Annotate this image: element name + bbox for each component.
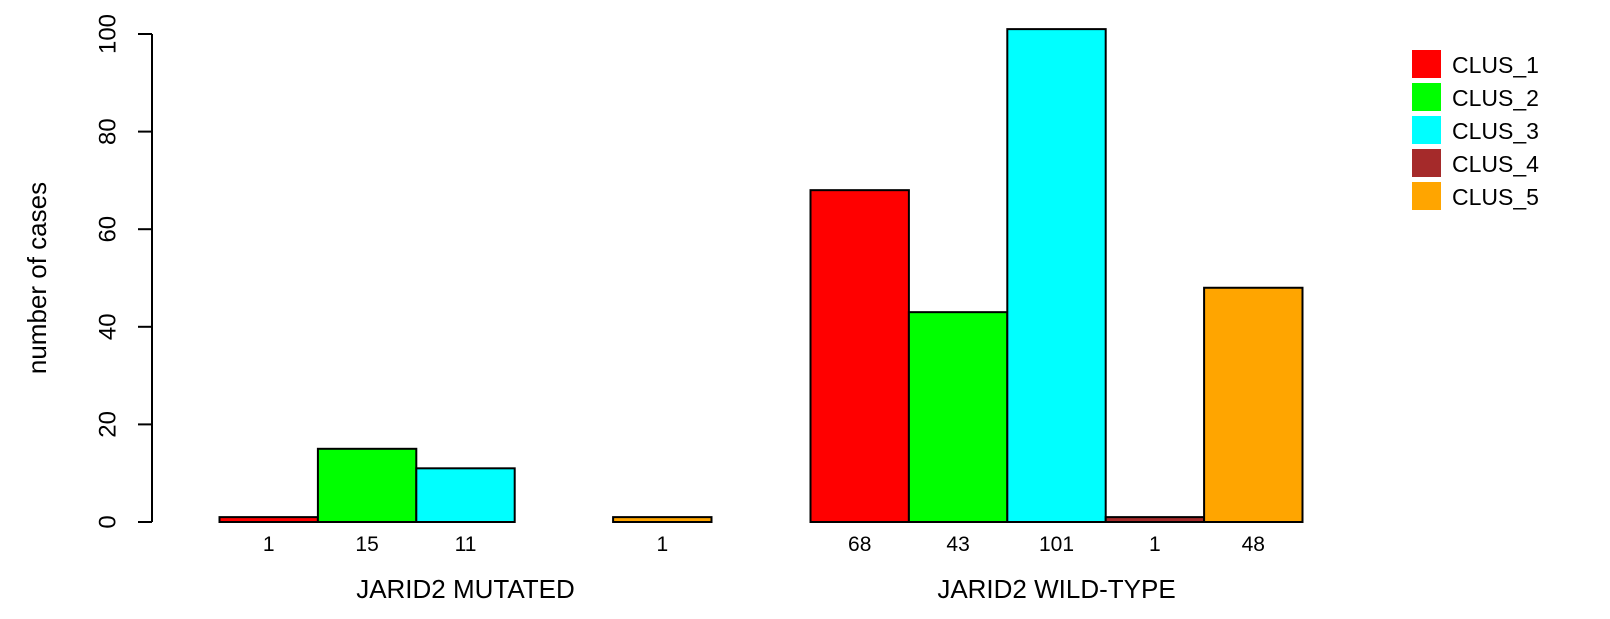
bar-value-label: 68 <box>848 533 871 556</box>
legend-swatch <box>1412 83 1441 111</box>
bar-value-label: 15 <box>355 533 378 556</box>
legend-label: CLUS_2 <box>1452 85 1539 111</box>
bar-value-label: 43 <box>946 533 969 556</box>
legend-label: CLUS_3 <box>1452 118 1539 144</box>
bar <box>612 516 713 523</box>
group-labels: JARID2 MUTATED JARID2 WILD-TYPE <box>356 574 1175 604</box>
bar <box>415 467 516 524</box>
bar-value-label: 1 <box>1149 533 1161 556</box>
bar-value-label: 1 <box>656 533 668 556</box>
bar <box>218 516 319 523</box>
y-tick-label: 100 <box>95 14 122 54</box>
legend-label: CLUS_5 <box>1452 184 1539 210</box>
bar-value-label: 101 <box>1039 533 1074 556</box>
legend-swatch <box>1412 182 1441 210</box>
bar <box>1203 286 1304 524</box>
group-label: JARID2 WILD-TYPE <box>937 574 1175 604</box>
group-label: JARID2 MUTATED <box>356 574 575 604</box>
value-labels: 1 15 11 1 68 43 101 1 48 <box>263 533 1265 556</box>
bar <box>809 189 910 523</box>
bar <box>1006 28 1107 524</box>
y-tick-label: 20 <box>95 411 122 438</box>
legend-label: CLUS_4 <box>1452 151 1539 177</box>
legend: CLUS_1 CLUS_2 CLUS_3 CLUS_4 CLUS_5 <box>1412 50 1539 210</box>
bar-value-label: 1 <box>263 533 275 556</box>
legend-swatch <box>1412 116 1441 144</box>
y-tick-label: 40 <box>95 313 122 340</box>
bar-value-label: 11 <box>455 533 477 556</box>
bar <box>316 447 418 523</box>
y-axis: 0 20 40 60 80 100 <box>95 14 153 529</box>
bar <box>907 311 1009 523</box>
bars <box>218 28 1304 524</box>
bar <box>1104 516 1206 523</box>
legend-swatch <box>1412 149 1441 177</box>
y-tick-label: 0 <box>95 515 122 528</box>
legend-label: CLUS_1 <box>1452 52 1539 78</box>
legend-swatch <box>1412 50 1441 78</box>
bar-value-label: 48 <box>1242 533 1265 556</box>
y-axis-title: number of cases <box>22 182 52 374</box>
y-tick-label: 80 <box>95 118 122 145</box>
y-tick-label: 60 <box>95 216 122 243</box>
